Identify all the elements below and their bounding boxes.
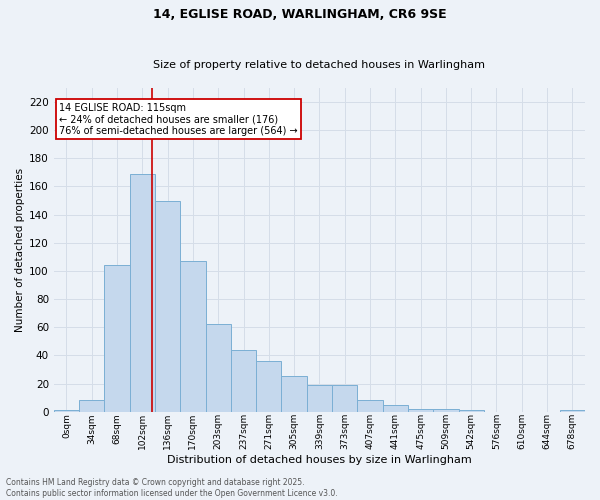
Text: 14 EGLISE ROAD: 115sqm
← 24% of detached houses are smaller (176)
76% of semi-de: 14 EGLISE ROAD: 115sqm ← 24% of detached… (59, 102, 298, 136)
Bar (560, 410, 585, 412)
Bar (231, 350, 256, 412)
Bar (458, 410, 484, 412)
Bar (307, 385, 332, 411)
Bar (358, 400, 383, 411)
Y-axis label: Number of detached properties: Number of detached properties (15, 168, 25, 332)
Bar (130, 174, 155, 412)
Bar (54, 410, 79, 412)
Bar (180, 261, 206, 412)
Bar (79, 400, 104, 411)
Bar (433, 409, 458, 412)
Text: 14, EGLISE ROAD, WARLINGHAM, CR6 9SE: 14, EGLISE ROAD, WARLINGHAM, CR6 9SE (153, 8, 447, 20)
Text: Contains HM Land Registry data © Crown copyright and database right 2025.
Contai: Contains HM Land Registry data © Crown c… (6, 478, 338, 498)
Bar (256, 361, 281, 412)
Bar (281, 376, 307, 412)
Bar (408, 409, 433, 412)
Bar (332, 385, 358, 411)
Bar (383, 404, 408, 411)
Bar (155, 200, 180, 412)
Title: Size of property relative to detached houses in Warlingham: Size of property relative to detached ho… (154, 60, 485, 70)
X-axis label: Distribution of detached houses by size in Warlingham: Distribution of detached houses by size … (167, 455, 472, 465)
Bar (104, 266, 130, 412)
Bar (206, 324, 231, 412)
